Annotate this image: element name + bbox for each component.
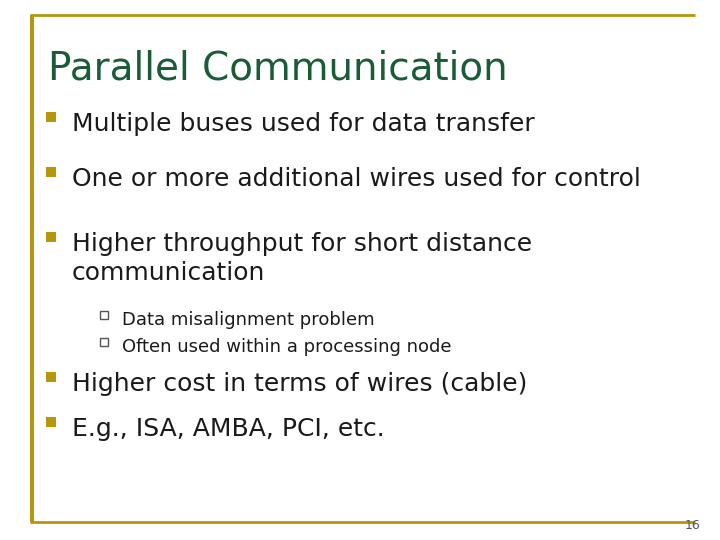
Bar <box>46 167 56 177</box>
Text: Data misalignment problem: Data misalignment problem <box>122 311 374 329</box>
Bar <box>46 417 56 427</box>
Bar <box>100 338 108 346</box>
Text: Often used within a processing node: Often used within a processing node <box>122 338 451 356</box>
Text: Multiple buses used for data transfer: Multiple buses used for data transfer <box>72 112 535 136</box>
Text: Higher cost in terms of wires (cable): Higher cost in terms of wires (cable) <box>72 372 527 396</box>
Bar <box>46 232 56 242</box>
Text: Parallel Communication: Parallel Communication <box>48 50 508 88</box>
Text: Higher throughput for short distance
communication: Higher throughput for short distance com… <box>72 232 532 285</box>
Bar <box>46 372 56 382</box>
Bar <box>30 15 34 522</box>
Text: 16: 16 <box>684 519 700 532</box>
Bar <box>100 311 108 319</box>
Text: One or more additional wires used for control: One or more additional wires used for co… <box>72 167 641 191</box>
Bar <box>46 112 56 122</box>
Text: E.g., ISA, AMBA, PCI, etc.: E.g., ISA, AMBA, PCI, etc. <box>72 417 384 441</box>
